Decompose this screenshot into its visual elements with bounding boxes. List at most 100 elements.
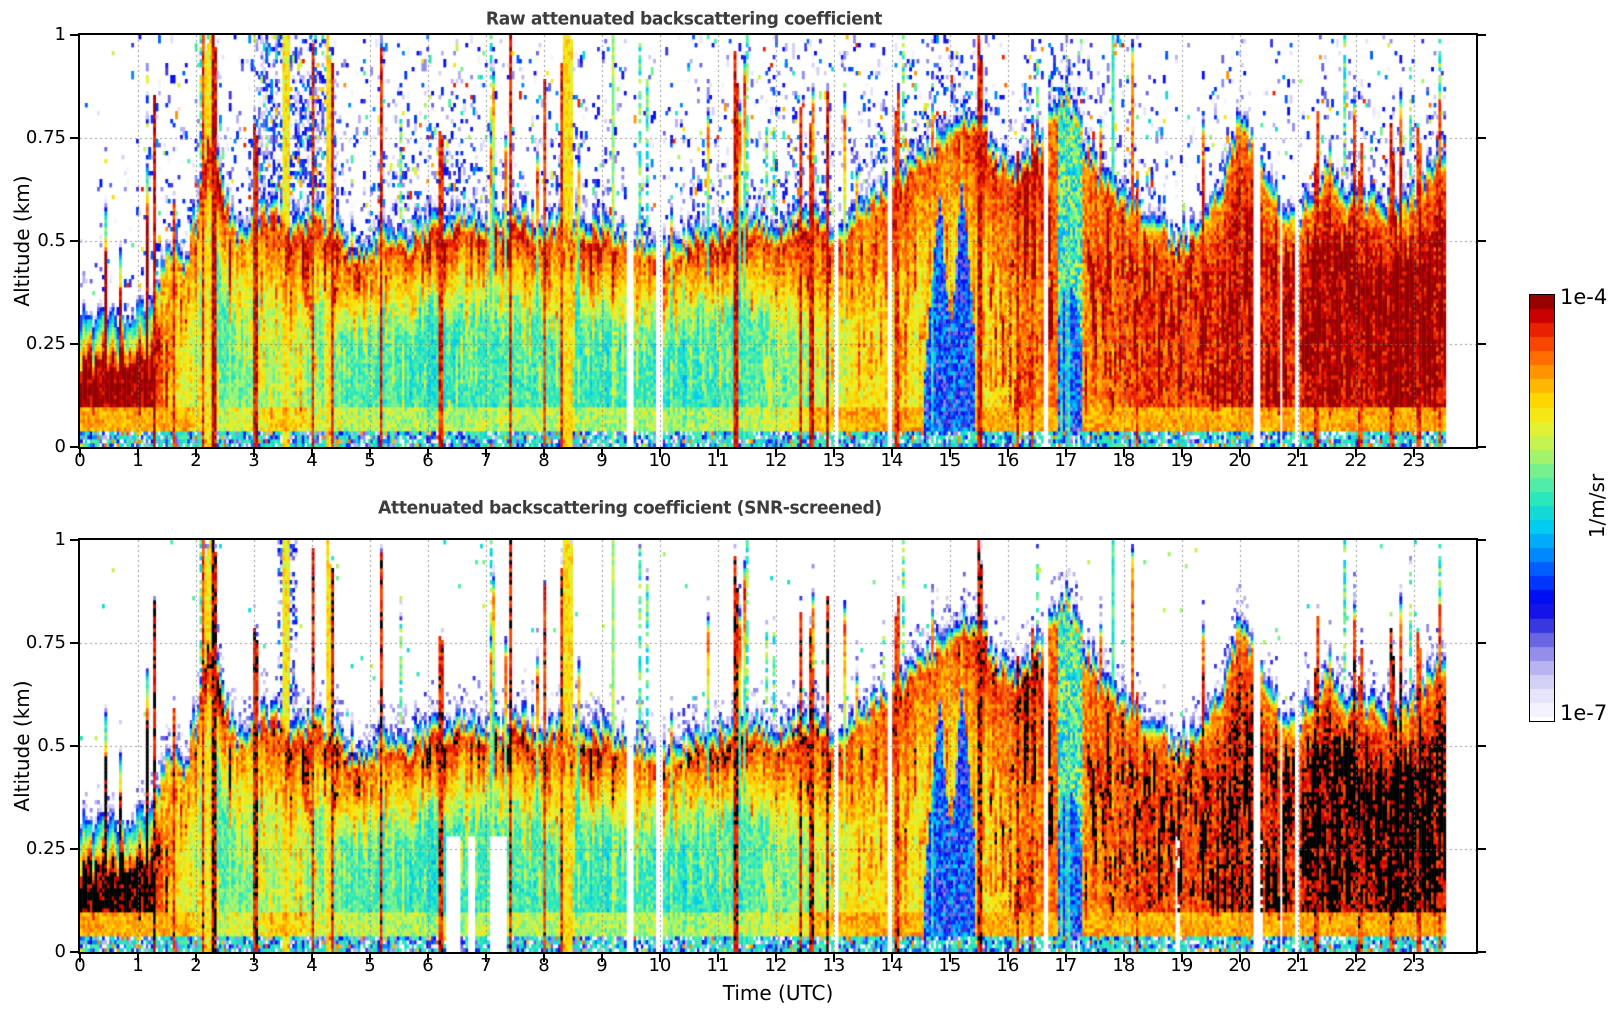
panel1-ytick-right: [1478, 240, 1486, 242]
panel2-xtick: [1238, 954, 1241, 962]
panel2-xtick: [1180, 954, 1183, 962]
panel2-xtick-label: 19: [1170, 955, 1194, 976]
panel1-xtick: [136, 449, 139, 457]
panel1-xtick: [600, 449, 603, 457]
panel1-ytick-right: [1478, 137, 1486, 139]
panel2-xtick: [600, 954, 603, 962]
panel2-xtick: [1296, 954, 1299, 962]
panel1-ytick-label: 0.75: [25, 127, 66, 148]
panel2-ytick-left: [70, 951, 78, 953]
panel1-xtick: [1122, 449, 1125, 457]
panel2-xtick: [542, 954, 545, 962]
panel1-xtick: [948, 449, 951, 457]
panel1-xtick-label: 8: [538, 450, 550, 471]
panel2-xtick-label: 7: [480, 955, 492, 976]
panel2-xtick-label: 4: [306, 955, 318, 976]
panel1-xtick: [310, 449, 313, 457]
panel2-xtick: [1354, 954, 1357, 962]
panel1-xtick-label: 11: [706, 450, 730, 471]
panel1-xtick: [1006, 449, 1009, 457]
panel1-plot-area: [78, 33, 1478, 449]
panel2-ytick-right: [1478, 848, 1486, 850]
panel2-xtick: [136, 954, 139, 962]
panel2-ytick-left: [70, 642, 78, 644]
panel2-xtick: [1412, 954, 1415, 962]
panel1-xtick: [716, 449, 719, 457]
panel1-ytick-label: 0.25: [25, 333, 66, 354]
panel1-xtick-label: 12: [764, 450, 788, 471]
panel2-xtick: [194, 954, 197, 962]
panel2-xtick: [426, 954, 429, 962]
panel1-xtick-label: 6: [422, 450, 434, 471]
panel2-xtick-label: 20: [1228, 955, 1252, 976]
panel2-ytick-label: 1: [54, 529, 66, 550]
panel1-xtick: [1180, 449, 1183, 457]
panel1-xtick-label: 10: [648, 450, 672, 471]
panel1-ytick-right: [1478, 343, 1486, 345]
panel2-xtick-label: 0: [74, 955, 86, 976]
panel1-xtick: [1354, 449, 1357, 457]
panel2-xtick-label: 8: [538, 955, 550, 976]
panel2-ytick-label: 0.25: [25, 838, 66, 859]
panel1-xtick: [426, 449, 429, 457]
panel2-xtick: [484, 954, 487, 962]
panel1-xtick: [832, 449, 835, 457]
x-axis-label: Time (UTC): [722, 981, 834, 1005]
panel1-xtick: [774, 449, 777, 457]
panel2-ytick-right: [1478, 642, 1486, 644]
panel1-xtick-label: 1: [132, 450, 144, 471]
panel1-xtick-label: 18: [1112, 450, 1136, 471]
panel1-xtick-label: 23: [1402, 450, 1426, 471]
panel2-heatmap-canvas: [80, 540, 1476, 952]
panel1-xtick: [1238, 449, 1241, 457]
panel1-xtick-label: 0: [74, 450, 86, 471]
panel1-xtick-label: 17: [1054, 450, 1078, 471]
panel1-ytick-left: [70, 343, 78, 345]
panel2-xtick-label: 18: [1112, 955, 1136, 976]
panel2-xtick: [948, 954, 951, 962]
panel2-xtick-label: 1: [132, 955, 144, 976]
panel1-xtick-label: 5: [364, 450, 376, 471]
panel2-xtick-label: 6: [422, 955, 434, 976]
colorbar: [1529, 294, 1555, 722]
panel1-ytick-left: [70, 34, 78, 36]
panel1-xtick-label: 14: [880, 450, 904, 471]
panel1-ytick-right: [1478, 446, 1486, 448]
panel1-xtick-label: 19: [1170, 450, 1194, 471]
panel1-xtick: [1296, 449, 1299, 457]
panel1-xtick: [79, 449, 81, 457]
panel2-xtick-label: 21: [1286, 955, 1310, 976]
panel2-xtick-label: 10: [648, 955, 672, 976]
panel2-xtick-label: 12: [764, 955, 788, 976]
panel1-heatmap-canvas: [80, 35, 1476, 447]
panel1-xtick: [890, 449, 893, 457]
panel2-xtick-label: 9: [596, 955, 608, 976]
panel1-xtick-label: 15: [938, 450, 962, 471]
panel1-xtick: [252, 449, 255, 457]
panel1-y-axis-label: Altitude (km): [10, 175, 34, 307]
panel2-xtick-label: 14: [880, 955, 904, 976]
panel1-title: Raw attenuated backscattering coefficien…: [485, 8, 883, 30]
panel2-y-axis-label: Altitude (km): [10, 680, 34, 812]
panel2-ytick-left: [70, 848, 78, 850]
panel1-xtick: [1064, 449, 1067, 457]
panel1-xtick-label: 4: [306, 450, 318, 471]
panel1-xtick: [1412, 449, 1415, 457]
panel2-xtick: [79, 954, 81, 962]
panel2-xtick-label: 5: [364, 955, 376, 976]
panel2-title: Attenuated backscattering coefficient (S…: [378, 497, 882, 519]
panel1-xtick-label: 3: [248, 450, 260, 471]
panel1-xtick-label: 22: [1344, 450, 1368, 471]
panel1-xtick: [368, 449, 371, 457]
panel2-xtick: [1064, 954, 1067, 962]
panel2-xtick: [658, 954, 661, 962]
panel2-xtick: [368, 954, 371, 962]
panel1-ytick-label: 0.5: [37, 230, 66, 251]
panel2-xtick: [310, 954, 313, 962]
panel2-plot-area: [78, 538, 1478, 954]
panel2-xtick-label: 2: [190, 955, 202, 976]
panel2-xtick-label: 13: [822, 955, 846, 976]
colorbar-max-label: 1e-4: [1560, 285, 1608, 309]
panel1-xtick-label: 13: [822, 450, 846, 471]
